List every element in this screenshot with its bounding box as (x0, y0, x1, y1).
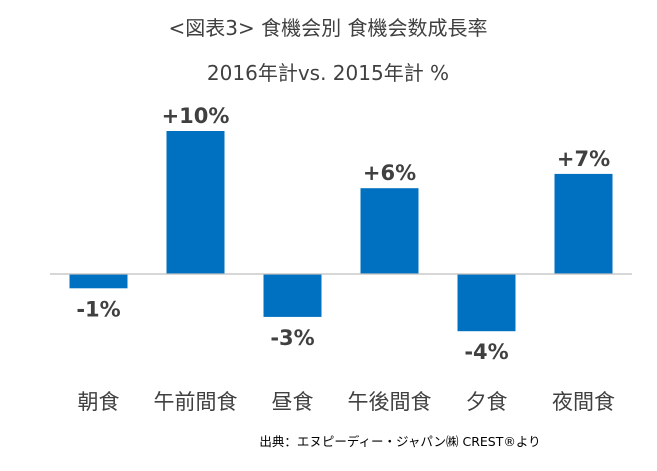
category-label-2: 昼食 (272, 390, 314, 414)
value-label-0: -1% (76, 297, 120, 321)
bar-series (69, 131, 613, 332)
category-label-0: 朝食 (78, 390, 120, 414)
value-labels: -1% +10% -3% +6% -4% +7% (76, 104, 610, 364)
category-labels: 朝食 午前間食 昼食 午後間食 夕食 夜間食 (78, 390, 616, 414)
chart-subtitle: 2016年計vs. 2015年計 % (207, 61, 449, 85)
category-label-5: 夜間食 (552, 390, 615, 414)
value-label-4: -4% (464, 340, 508, 364)
bar-2 (263, 274, 322, 317)
value-label-3: +6% (363, 161, 416, 185)
chart-title: <図表3> 食機会別 食機会数成長率 (169, 16, 488, 40)
bar-0 (69, 274, 128, 289)
value-label-2: -3% (270, 326, 314, 350)
category-label-4: 夕食 (466, 390, 508, 414)
category-label-3: 午後間食 (348, 390, 432, 414)
category-label-1: 午前間食 (154, 390, 238, 414)
bar-1 (166, 131, 225, 274)
source-note: 出典：エヌピーディー・ジャパン㈱ CREST®より (259, 434, 540, 449)
value-label-1: +10% (162, 104, 230, 128)
value-label-5: +7% (557, 147, 610, 171)
bar-5 (554, 173, 613, 274)
bar-4 (457, 274, 516, 332)
bar-3 (360, 188, 419, 274)
